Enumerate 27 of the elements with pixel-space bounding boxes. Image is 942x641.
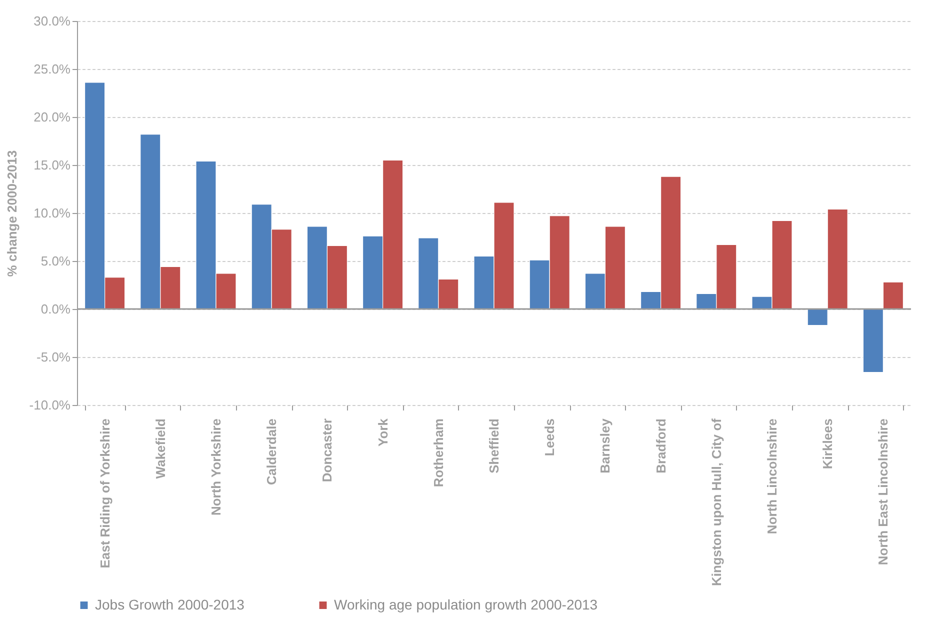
y-tick-label: 25.0% [34,62,71,76]
y-tick-label: -5.0% [36,350,71,364]
x-tick-label: York [375,418,390,446]
x-tick-label: Rotherham [430,418,446,488]
x-tick-label: Kingston upon Hull, City of [708,418,724,586]
y-axis-title: % change 2000-2013 [4,150,20,277]
x-tick-label: North Lincolnshire [764,418,780,534]
x-tick-label: Leeds [542,418,558,456]
y-tick-label: 20.0% [34,110,71,124]
x-tick-label: North Yorkshire [208,418,224,516]
y-tick-label: 0.0% [40,302,71,316]
x-tick-label: Calderdale [264,418,280,485]
x-tick-label: Wakefield [152,418,168,479]
y-tick-label: -10.0% [29,398,71,412]
y-tick-label: 10.0% [34,206,71,220]
x-tick-label: Kirklees [820,418,836,470]
x-tick-label: East Riding of Yorkshire [97,418,112,568]
legend-label: Jobs Growth 2000-2013 [95,596,245,612]
y-tick-label: 15.0% [34,158,71,172]
y-tick-label: 5.0% [40,254,71,268]
x-tick-label: Sheffield [486,418,502,474]
x-tick-label: North East Lincolnshire [876,418,891,566]
legend-label: Working age population growth 2000-2013 [334,596,598,612]
x-tick-label: Bradford [653,418,668,474]
x-tick-label: Doncaster [320,418,335,482]
x-tick-label: Barnsley [598,418,613,474]
y-tick-label: 30.0% [34,14,71,28]
